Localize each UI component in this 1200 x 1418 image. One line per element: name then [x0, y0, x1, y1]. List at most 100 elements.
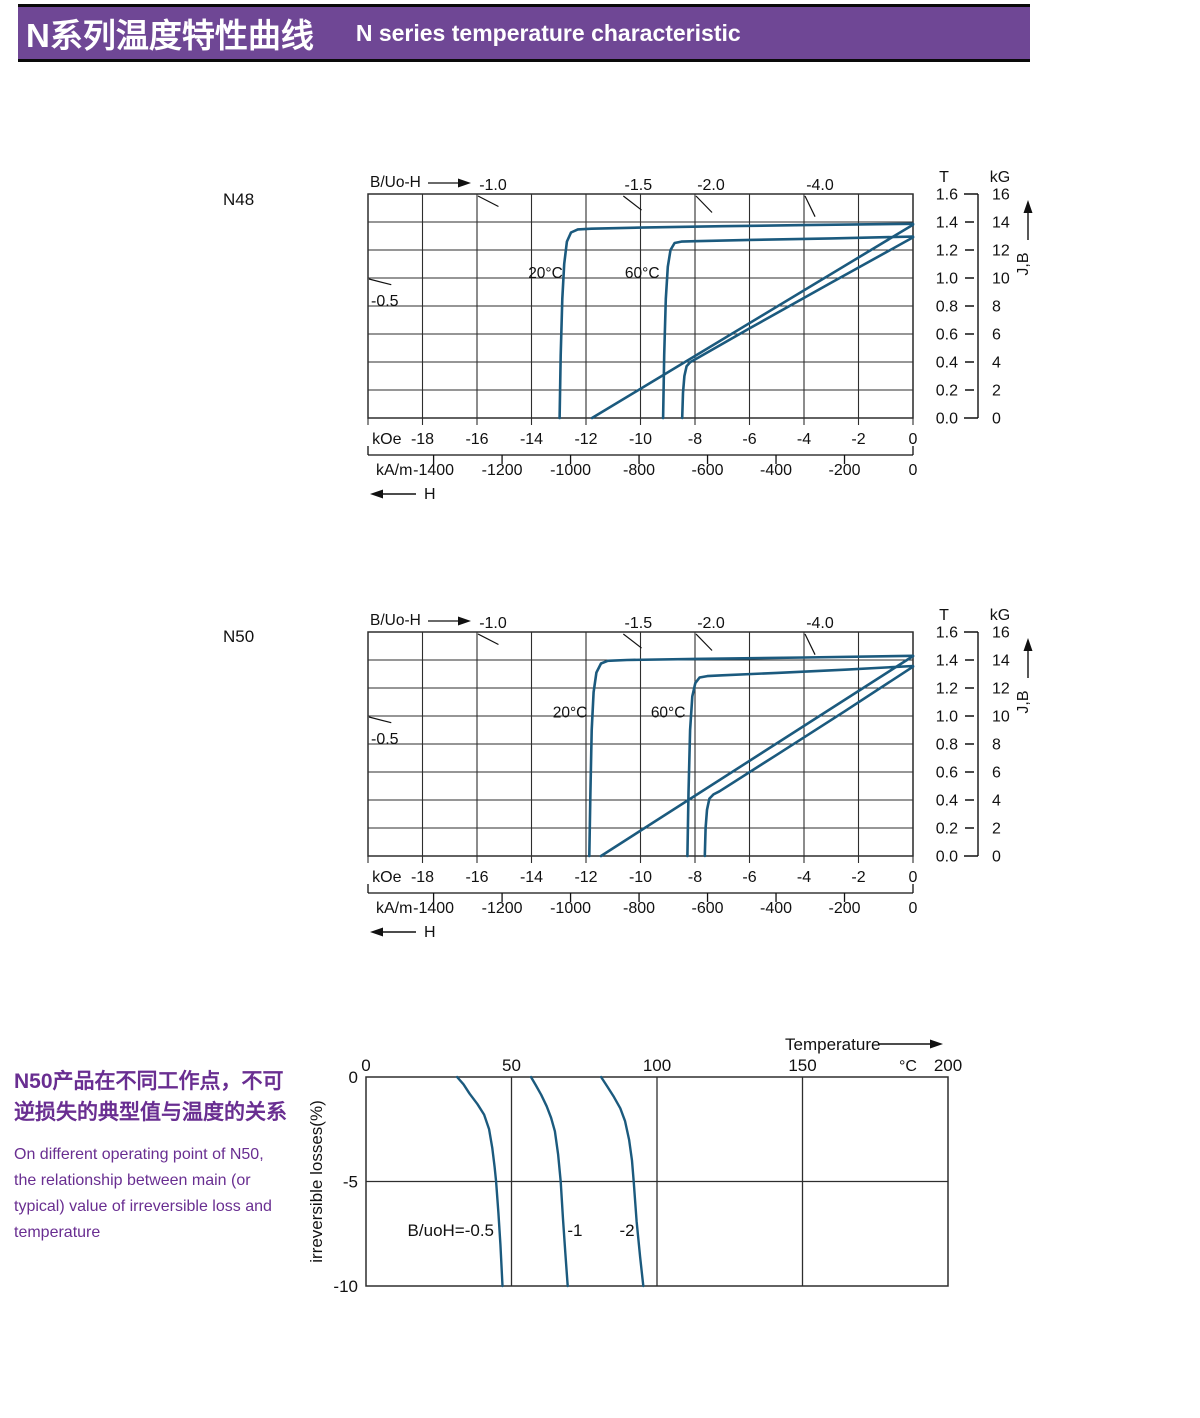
jb-axis-label: J,B	[1015, 690, 1032, 713]
x2-tick-label: -1000	[550, 900, 591, 917]
x-axis-unit: kOe	[372, 869, 401, 886]
jb-arrow-icon	[1023, 638, 1033, 651]
t-tick-label: 1.2	[936, 681, 958, 698]
x-tick-label: -8	[688, 869, 702, 886]
y-axis-title: irreversible losses(%)	[307, 1100, 326, 1262]
kg-tick-label: 16	[992, 625, 1010, 642]
t-axis-unit: T	[939, 169, 949, 186]
x2-tick-label: -800	[623, 462, 655, 479]
x2-tick-label: 0	[909, 462, 918, 479]
t-tick-label: 1.6	[936, 625, 958, 642]
load-line-label: -0.5	[371, 293, 399, 310]
note-block: N50产品在不同工作点，不可 逆损失的典型值与温度的关系 On differen…	[14, 1066, 314, 1246]
kg-tick-label: 0	[992, 849, 1001, 866]
kg-tick-label: 14	[992, 215, 1010, 232]
curve-20-c-b	[599, 654, 915, 858]
y-tick-label: 0	[349, 1068, 358, 1087]
t-tick-label: 0.8	[936, 299, 958, 316]
t-tick-label: 1.4	[936, 215, 958, 232]
kg-tick-label: 4	[992, 793, 1001, 810]
x-tick-label: -4	[797, 431, 811, 448]
x2-tick-label: -1400	[413, 462, 454, 479]
load-line-label: -2.0	[697, 615, 725, 632]
curve-20-c-b	[590, 223, 915, 420]
kam-ticks	[432, 893, 846, 902]
bh-grid	[368, 632, 914, 856]
kg-tick-label: 12	[992, 243, 1010, 260]
kg-tick-label: 0	[992, 411, 1001, 428]
kam-scale-line	[367, 884, 914, 894]
kg-tick-label: 10	[992, 271, 1010, 288]
load-line-label: -1.0	[479, 615, 507, 632]
h-arrow-label: H	[424, 924, 436, 941]
x-axis-ticks	[367, 418, 914, 425]
x-tick-label: -6	[742, 431, 756, 448]
t-tick-label: 0.8	[936, 737, 958, 754]
kg-tick-label: 2	[992, 821, 1001, 838]
kg-axis-unit: kG	[990, 169, 1010, 186]
kg-tick-label: 16	[992, 187, 1010, 204]
kg-tick-label: 10	[992, 709, 1010, 726]
curve-label: -1	[567, 1221, 582, 1240]
load-line-mark	[477, 195, 499, 208]
load-line-label: -4.0	[806, 615, 834, 632]
loss-grid	[366, 1077, 948, 1286]
x-tick-label: -12	[574, 431, 597, 448]
load-line-mark	[804, 195, 816, 217]
x-tick-label: -18	[411, 869, 434, 886]
temperature-arrow-icon	[930, 1039, 943, 1049]
x2-tick-label: -1000	[550, 462, 591, 479]
t-tick-label: 1.6	[936, 187, 958, 204]
page-title-en: N series temperature characteristic	[355, 19, 741, 46]
t-tick-label: 0.4	[936, 355, 958, 372]
t-tick-label: 1.0	[936, 709, 958, 726]
x-tick-label: 150	[788, 1056, 816, 1075]
t-tick-label: 0.2	[936, 383, 958, 400]
x2-tick-label: -200	[828, 900, 860, 917]
load-line-mark	[804, 633, 816, 655]
x-axis-unit: °C	[899, 1058, 917, 1075]
load-line-mark	[622, 633, 642, 649]
kg-tick-label: 12	[992, 681, 1010, 698]
t-tick-label: 1.2	[936, 243, 958, 260]
x2-tick-label: -1200	[482, 462, 523, 479]
h-arrow-icon	[370, 927, 383, 937]
x2-tick-label: -1200	[482, 900, 523, 917]
t-tick-label: 0.4	[936, 793, 958, 810]
kg-tick-label: 6	[992, 765, 1001, 782]
load-line-mark	[695, 195, 713, 213]
curve-temp-label: 60°C	[651, 704, 686, 721]
note-en-line2: the relationship between main (or	[14, 1172, 251, 1189]
x-tick-label: 50	[502, 1056, 521, 1075]
curve-temp-label: 20°C	[553, 704, 588, 721]
x-tick-label: -4	[797, 869, 811, 886]
header-banner: N系列温度特性曲线 N series temperature character…	[18, 4, 1030, 62]
load-line-mark	[368, 716, 392, 724]
load-line-label: -4.0	[806, 177, 834, 194]
top-arrow-icon	[458, 616, 471, 626]
h-arrow-icon	[370, 489, 383, 499]
kg-axis-unit: kG	[990, 607, 1010, 624]
x-tick-label: 0	[361, 1056, 370, 1075]
load-line-label: -1.0	[479, 177, 507, 194]
curve-60-c-j	[661, 235, 915, 420]
x2-tick-label: -800	[623, 900, 655, 917]
x-tick-label: 200	[934, 1056, 962, 1075]
x-tick-label: -10	[629, 431, 652, 448]
x-axis-ticks	[367, 856, 914, 863]
load-line-label: -2.0	[697, 177, 725, 194]
x-tick-label: -16	[465, 869, 488, 886]
kg-tick-label: 8	[992, 737, 1001, 754]
x-axis-unit: kOe	[372, 431, 401, 448]
x2-axis-unit: kA/m	[376, 900, 412, 917]
note-zh-line2: 逆损失的典型值与温度的关系	[14, 1101, 287, 1124]
curve-20-c-j	[588, 654, 915, 858]
kg-tick-label: 6	[992, 327, 1001, 344]
curve-2	[599, 1075, 645, 1288]
curve-60-c-b	[680, 236, 915, 420]
load-line-label: -1.5	[625, 177, 653, 194]
kg-tick-label: 8	[992, 299, 1001, 316]
x-tick-label: 0	[909, 869, 918, 886]
load-line-mark	[695, 633, 713, 651]
kg-tick-label: 4	[992, 355, 1001, 372]
